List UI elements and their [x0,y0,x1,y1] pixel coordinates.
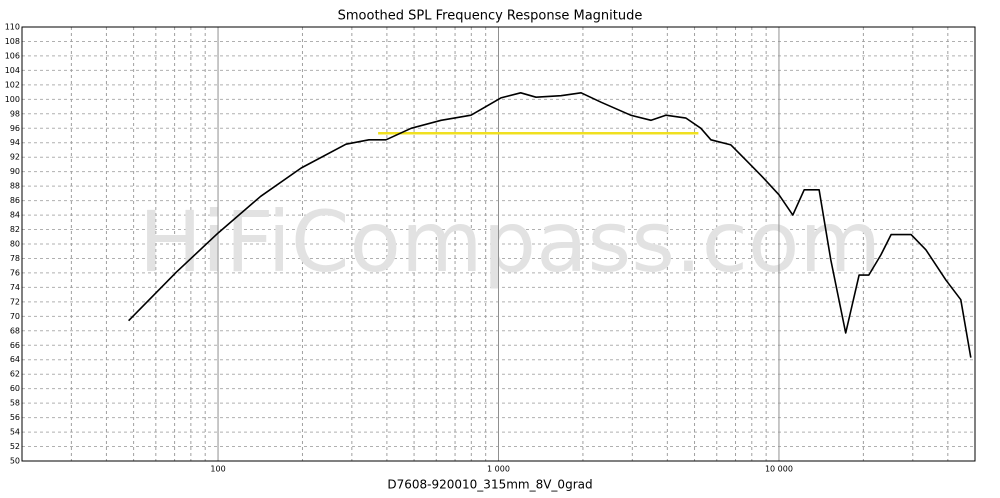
y-tick-label: 98 [10,109,20,118]
y-tick-label: 88 [10,182,20,191]
y-tick-label: 82 [10,225,20,234]
plot-frame [21,26,976,462]
x-tick-label: 1 000 [487,465,510,474]
y-tick-label: 92 [10,153,20,162]
y-tick-label: 76 [10,268,20,277]
y-tick-label: 64 [10,355,20,364]
y-tick-label: 94 [10,138,20,147]
x-tick-label: 10 000 [765,465,793,474]
y-tick-label: 96 [10,124,20,133]
y-tick-label: 86 [10,196,20,205]
y-tick-label: 80 [10,240,20,249]
y-tick-label: 54 [10,428,20,437]
y-tick-label: 72 [10,297,20,306]
y-tick-label: 70 [10,312,20,321]
y-tick-label: 58 [10,399,20,408]
y-tick-label: 66 [10,341,20,350]
y-tick-label: 50 [10,457,20,466]
y-tick-label: 74 [10,283,20,292]
y-tick-label: 108 [5,37,20,46]
x-axis-label: D7608-920010_315mm_8V_0grad [387,478,592,492]
y-tick-label: 90 [10,167,20,176]
y-tick-label: 56 [10,413,20,422]
y-tick-label: 84 [10,211,20,220]
y-tick-label: 60 [10,384,20,393]
y-tick-label: 102 [5,80,20,89]
y-tick-label: 62 [10,370,20,379]
y-tick-label: 52 [10,442,20,451]
watermark: HiFiCompass.com [139,193,881,291]
y-tick-label: 110 [5,23,20,32]
x-tick-label: 100 [210,465,225,474]
y-tick-label: 68 [10,326,20,335]
y-tick-label: 100 [5,95,20,104]
series-line [128,92,972,358]
y-tick-label: 106 [5,51,20,60]
chart-title: Smoothed SPL Frequency Response Magnitud… [338,9,643,24]
y-tick-label: 78 [10,254,20,263]
y-tick-label: 104 [5,66,20,75]
